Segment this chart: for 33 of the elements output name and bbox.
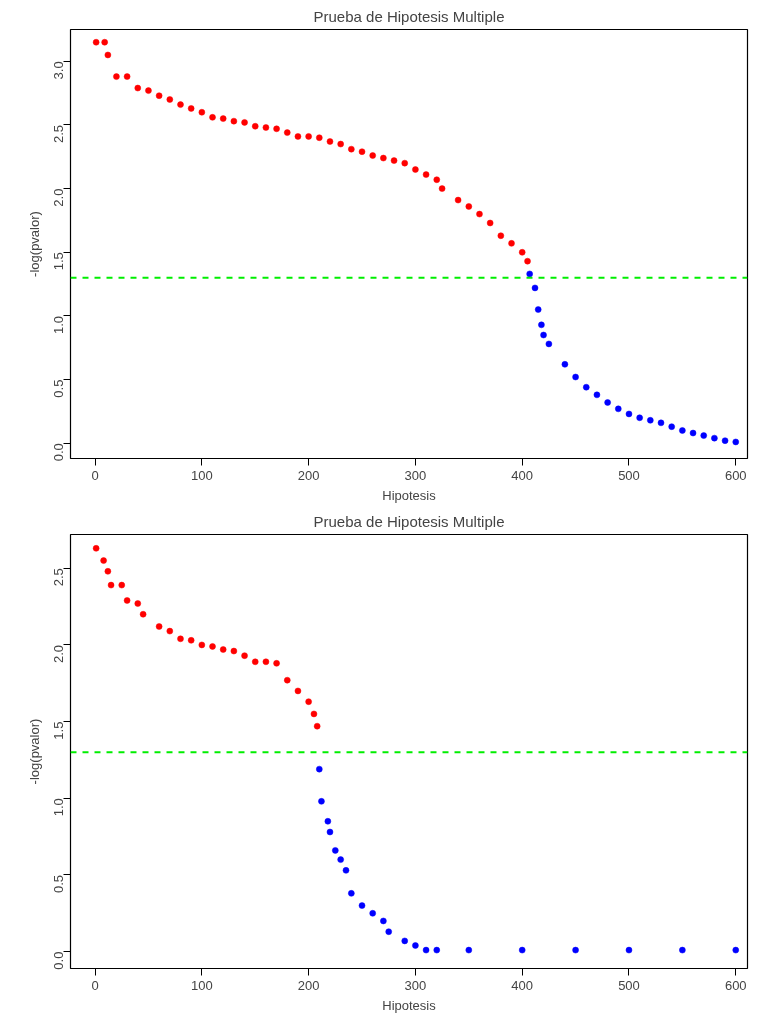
y-tick-label: 1.5 xyxy=(51,721,66,740)
x-tick-label: 200 xyxy=(297,467,320,483)
y-tick-label: 1.0 xyxy=(51,798,66,817)
x-tick-label: 500 xyxy=(618,467,640,483)
chart-title: Prueba de Hipotesis Multiple xyxy=(313,512,505,530)
y-tick-label: 0.5 xyxy=(51,379,66,398)
y-tick-label: 0.0 xyxy=(51,443,66,462)
x-tick-label: 400 xyxy=(511,977,534,993)
y-tick-label: 0.0 xyxy=(51,951,66,970)
x-tick-label: 100 xyxy=(191,977,213,993)
y-axis-title: -log(pvalor) xyxy=(26,718,42,785)
y-tick-label: 1.5 xyxy=(51,252,66,271)
chart-title: Prueba de Hipotesis Multiple xyxy=(313,7,505,25)
x-axis-title: Hipotesis xyxy=(382,487,437,503)
y-tick-label: 2.0 xyxy=(51,644,66,663)
y-tick-label: 2.5 xyxy=(51,124,66,144)
x-tick-label: 400 xyxy=(511,467,534,483)
y-axis-title: -log(pvalor) xyxy=(26,211,42,277)
x-tick-label: 300 xyxy=(404,977,427,993)
x-tick-label: 200 xyxy=(297,977,320,993)
y-tick-label: 3.0 xyxy=(51,61,66,80)
x-tick-label: 0 xyxy=(91,467,99,483)
y-tick-label: 2.5 xyxy=(51,568,66,587)
x-tick-label: 0 xyxy=(91,977,99,993)
y-tick-label: 1.0 xyxy=(51,315,66,334)
x-tick-label: 300 xyxy=(404,467,427,483)
y-tick-label: 0.5 xyxy=(51,874,66,894)
x-tick-label: 600 xyxy=(724,467,747,483)
y-tick-label: 2.0 xyxy=(51,188,66,207)
x-axis-title: Hipotesis xyxy=(382,997,437,1013)
x-tick-label: 100 xyxy=(191,467,213,483)
x-tick-label: 600 xyxy=(724,977,747,993)
x-tick-label: 500 xyxy=(618,977,640,993)
